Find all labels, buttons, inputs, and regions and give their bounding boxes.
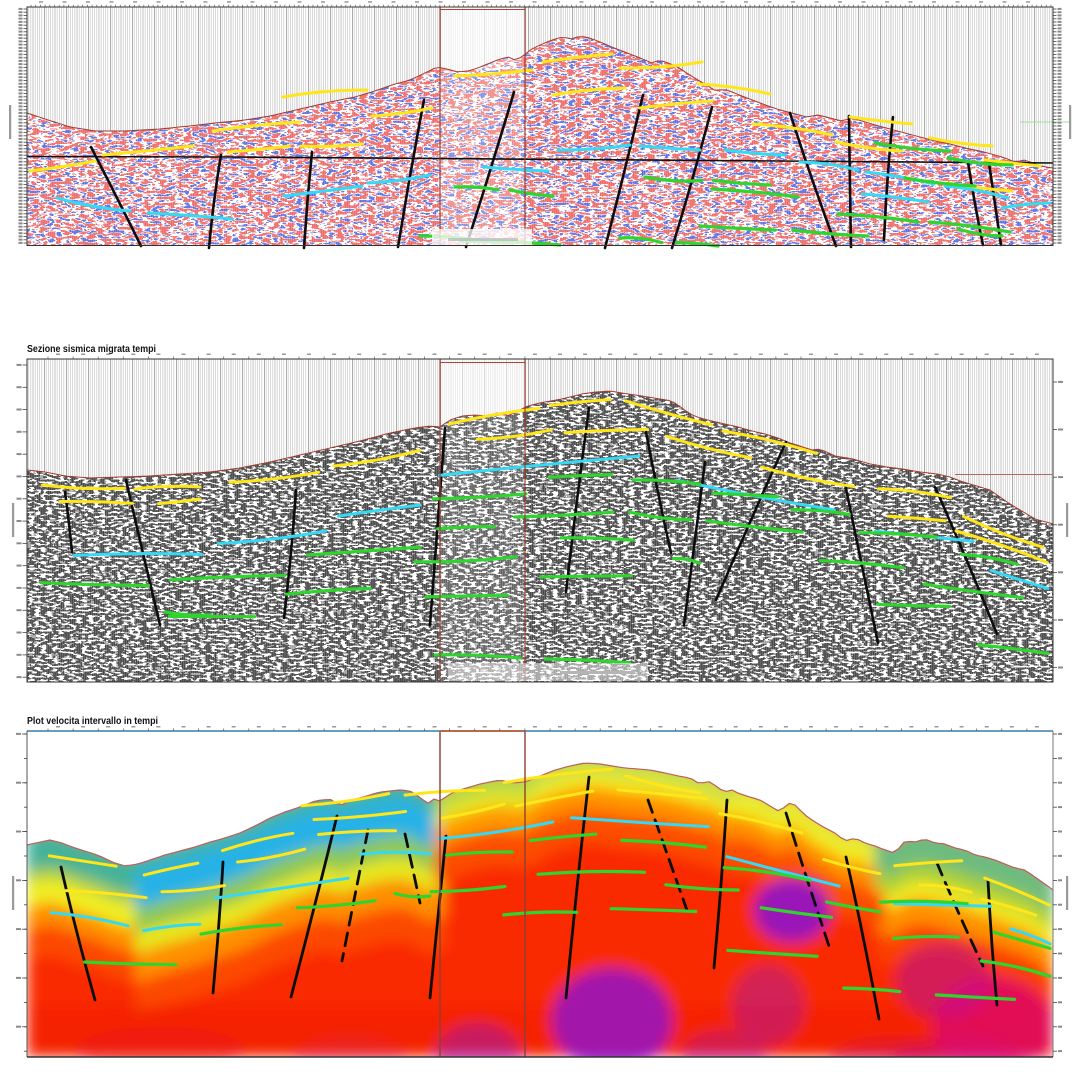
svg-text:Sezione sismica migrata tempi: Sezione sismica migrata tempi [27,344,156,355]
svg-text:Plot velocita intervallo in te: Plot velocita intervallo in tempi [27,716,158,727]
